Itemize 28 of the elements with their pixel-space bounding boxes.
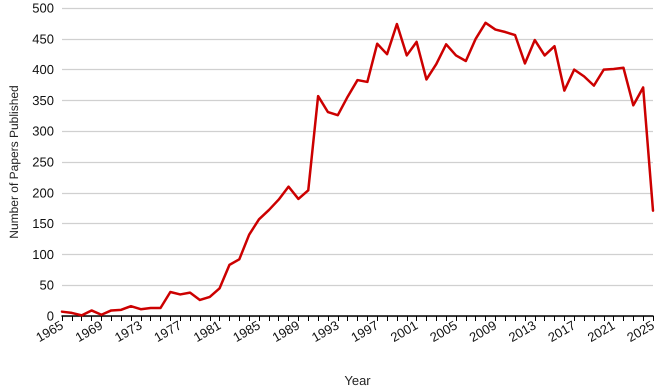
- x-tick-label: 2009: [466, 318, 500, 345]
- y-tick-label: 250: [32, 154, 54, 170]
- x-tick-label: 1977: [151, 318, 184, 345]
- y-tick-label: 500: [32, 0, 54, 16]
- x-tick-label: 1973: [112, 318, 145, 345]
- x-tick-label: 1993: [309, 318, 342, 345]
- x-tick-label: 2013: [506, 318, 539, 345]
- y-tick-label: 50: [40, 278, 54, 293]
- y-tick-label: 350: [32, 92, 54, 108]
- x-tick-label: 1997: [348, 318, 381, 345]
- y-tick-label: 150: [32, 216, 54, 232]
- x-tick-label: 1969: [72, 318, 106, 345]
- x-axis-title: Year: [344, 373, 372, 388]
- y-tick-label: 450: [32, 31, 54, 46]
- y-tick-label: 300: [32, 124, 54, 139]
- x-tick-label: 1985: [230, 318, 263, 345]
- x-tick-label: 2025: [624, 318, 657, 345]
- x-tick-label: 2017: [545, 318, 578, 345]
- y-tick-label: 0: [46, 308, 54, 324]
- x-tick-label: 2001: [388, 318, 420, 345]
- x-tick-label: 2021: [584, 318, 618, 345]
- y-tick-label: 200: [32, 185, 54, 200]
- x-tick-label: 1981: [190, 318, 224, 345]
- y-tick-label: 100: [32, 246, 54, 262]
- x-tick-label: 1989: [270, 318, 302, 345]
- y-tick-label: 400: [32, 62, 54, 78]
- y-axis-title: Number of Papers Published: [7, 85, 21, 239]
- x-tick-label: 2005: [427, 318, 460, 345]
